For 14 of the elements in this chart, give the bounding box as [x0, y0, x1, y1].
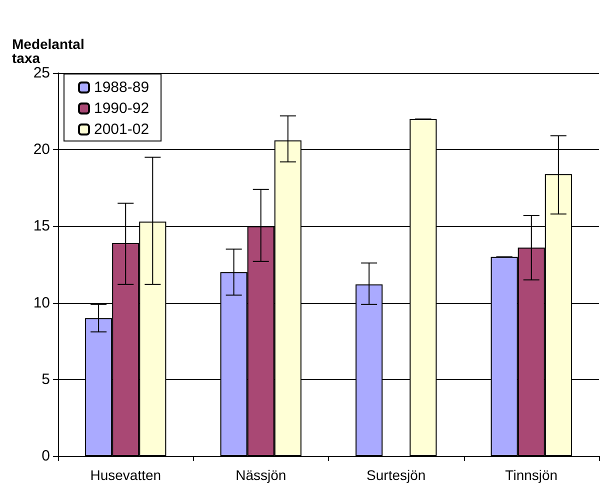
x-tick-label: Tinnsjön	[505, 467, 558, 483]
y-tick-label: 15	[33, 218, 50, 235]
legend-label: 1988-89	[94, 79, 150, 96]
legend-label: 2001-02	[94, 121, 150, 138]
y-tick-label: 0	[42, 448, 50, 464]
y-tick-label: 5	[42, 370, 50, 388]
y-axis-title: Medelantal taxa	[12, 36, 84, 66]
x-tick-label: Surtesjön	[366, 467, 426, 483]
y-tick-label: 20	[33, 141, 50, 158]
y-tick-label: 25	[33, 64, 50, 82]
x-tick-label: Husevatten	[90, 467, 162, 483]
y-tick-label: 10	[33, 294, 50, 312]
legend-label: 1990-92	[94, 100, 150, 117]
x-tick-label: Nässjön	[236, 467, 286, 483]
